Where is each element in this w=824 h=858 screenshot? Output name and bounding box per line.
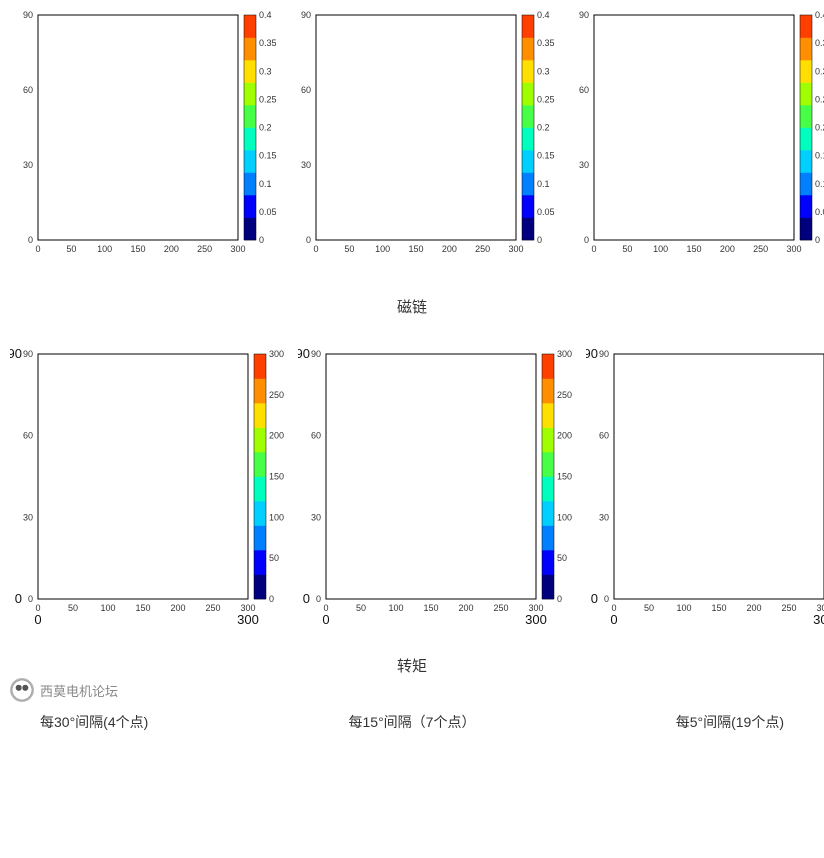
svg-text:0: 0: [259, 235, 264, 245]
svg-text:0.15: 0.15: [259, 151, 277, 161]
contour-plot-r2c3: 050100150200250300030609003000900300: [586, 349, 824, 627]
svg-text:200: 200: [164, 244, 179, 254]
svg-text:50: 50: [66, 244, 76, 254]
contour-plot-r1c3: 050100150200250300030609000.050.10.150.2…: [566, 10, 824, 268]
panel-r2c2: 0501001502002503000306090030009005010015…: [298, 349, 576, 627]
svg-text:30: 30: [23, 160, 33, 170]
contour-plot-r1c1: 0 50 100 150 200 250 300 0 30 60 90 0 0.05 0.1 0.15 0.2…: [10, 10, 278, 268]
svg-text:0.4: 0.4: [259, 10, 272, 20]
torque-row: 0501001502002503000306090030009005010015…: [10, 349, 814, 627]
panel-r1c1: 0 50 100 150 200 250 300 0 30 60 90 0 0.05 0.1 0.15 0.2…: [10, 10, 278, 268]
svg-text:0.35: 0.35: [259, 38, 277, 48]
panel-r1c3: 050100150200250300030609000.050.10.150.2…: [566, 10, 824, 268]
row2-title: 转矩: [10, 655, 814, 676]
svg-text:0.2: 0.2: [259, 123, 272, 133]
caption-col2: 每15°间隔（7个点）: [349, 712, 476, 732]
svg-text:100: 100: [97, 244, 112, 254]
svg-text:300: 300: [230, 244, 245, 254]
caption-col3: 每5°间隔(19个点): [676, 712, 784, 732]
caption-col1: 每30°间隔(4个点): [40, 712, 148, 732]
contour-plot-r1c2: 050100150200250300030609000.050.10.150.2…: [288, 10, 556, 268]
svg-text:60: 60: [23, 85, 33, 95]
figure-grid: 0 50 100 150 200 250 300 0 30 60 90 0 0.05 0.1 0.15 0.2…: [10, 10, 814, 742]
panel-r2c3: 050100150200250300030609003000900300: [586, 349, 824, 627]
svg-text:250: 250: [197, 244, 212, 254]
wechat-icon: [10, 678, 34, 702]
svg-text:0: 0: [35, 244, 40, 254]
contour-plot-r2c2: 0501001502002503000306090030009005010015…: [298, 349, 576, 627]
column-captions: 每30°间隔(4个点) 每15°间隔（7个点） 每5°间隔(19个点): [10, 712, 814, 742]
contour-plot-r2c1: 0501001502002503000306090030009005010015…: [10, 349, 288, 627]
panel-r1c2: 050100150200250300030609000.050.10.150.2…: [288, 10, 556, 268]
panel-r2c1: 0501001502002503000306090030009005010015…: [10, 349, 288, 627]
svg-text:0: 0: [28, 235, 33, 245]
svg-text:150: 150: [130, 244, 145, 254]
row1-title: 磁链: [10, 296, 814, 317]
svg-text:90: 90: [23, 10, 33, 20]
flux-row: 0 50 100 150 200 250 300 0 30 60 90 0 0.05 0.1 0.15 0.2…: [10, 10, 814, 268]
svg-text:0.05: 0.05: [259, 207, 277, 217]
svg-text:0.25: 0.25: [259, 94, 277, 104]
watermark-text: 西莫电机论坛: [40, 681, 118, 700]
svg-text:0.3: 0.3: [259, 66, 272, 76]
watermark: 西莫电机论坛: [10, 678, 794, 702]
svg-text:0.1: 0.1: [259, 179, 272, 189]
